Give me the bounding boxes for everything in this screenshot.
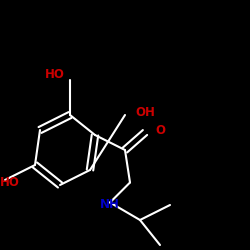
Text: OH: OH bbox=[135, 106, 155, 119]
Text: O: O bbox=[155, 124, 165, 136]
Text: NH: NH bbox=[100, 198, 120, 211]
Text: HO: HO bbox=[45, 68, 65, 82]
Text: HO: HO bbox=[0, 176, 20, 189]
